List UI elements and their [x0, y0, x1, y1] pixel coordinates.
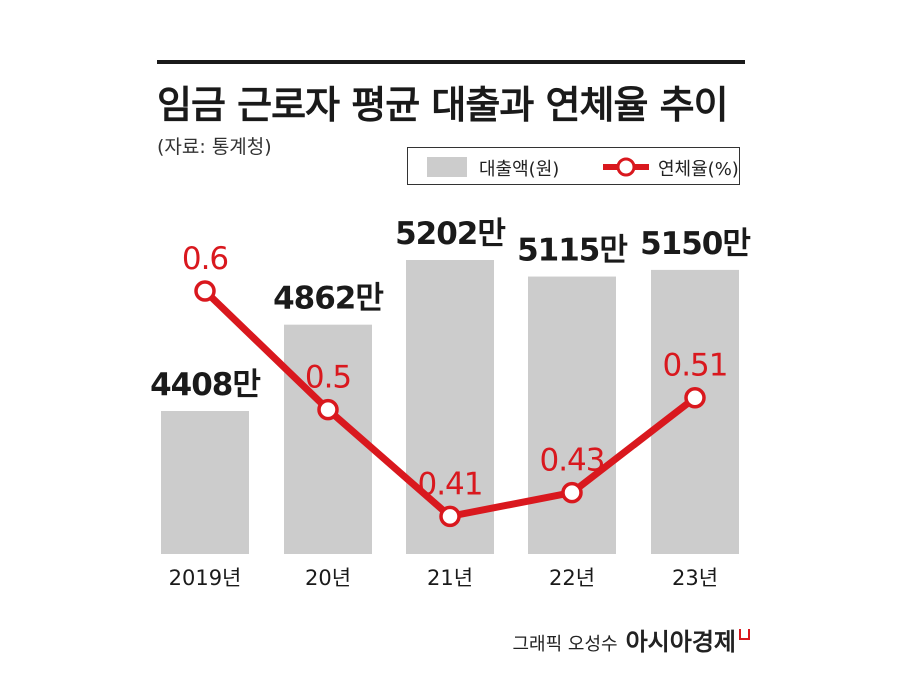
bar-21년 — [406, 260, 494, 554]
bar-23년 — [651, 269, 739, 554]
source-note: (자료: 통계청) — [157, 136, 272, 158]
x-tick-label: 20년 — [305, 566, 351, 590]
line-point-marker — [439, 505, 461, 528]
x-tick-label: 23년 — [672, 566, 718, 590]
legend-line-label: 연체율(%) — [658, 159, 739, 180]
legend-bar-swatch — [427, 157, 467, 177]
brand-mark-icon — [739, 629, 750, 640]
x-tick-label: 2019년 — [169, 566, 242, 590]
line-point-marker — [561, 481, 583, 504]
title-rule — [157, 60, 745, 64]
x-tick-label: 21년 — [427, 566, 473, 590]
line-point-marker — [194, 280, 216, 302]
bar-value-label: 4408만 — [150, 367, 260, 403]
line-value-label: 0.51 — [662, 348, 727, 384]
line-value-label: 0.6 — [182, 241, 228, 277]
credit: 그래픽 오성수 아시아경제 — [512, 622, 750, 657]
bar-value-label: 4862만 — [273, 281, 383, 317]
bar-value-label: 5115만 — [517, 233, 627, 269]
bar-value-label: 5202만 — [395, 216, 505, 252]
line-value-label: 0.41 — [417, 466, 482, 502]
graphic-credit: 그래픽 오성수 — [512, 634, 618, 655]
bar-22년 — [528, 276, 616, 554]
line-value-label: 0.43 — [539, 443, 604, 479]
x-tick-label: 22년 — [549, 566, 595, 590]
brand-logo: 아시아경제 — [625, 628, 736, 656]
line-point-marker — [317, 398, 339, 421]
bar-value-label: 5150만 — [640, 226, 750, 262]
legend: 대출액(원) 연체율(%) — [407, 147, 740, 185]
chart-title: 임금 근로자 평균 대출과 연체율 추이 — [157, 83, 729, 127]
bar-2019년 — [161, 411, 249, 554]
legend-line-swatch — [603, 157, 649, 177]
legend-bar-label: 대출액(원) — [479, 159, 560, 180]
line-point-marker — [684, 386, 706, 409]
line-value-label: 0.5 — [305, 360, 351, 396]
